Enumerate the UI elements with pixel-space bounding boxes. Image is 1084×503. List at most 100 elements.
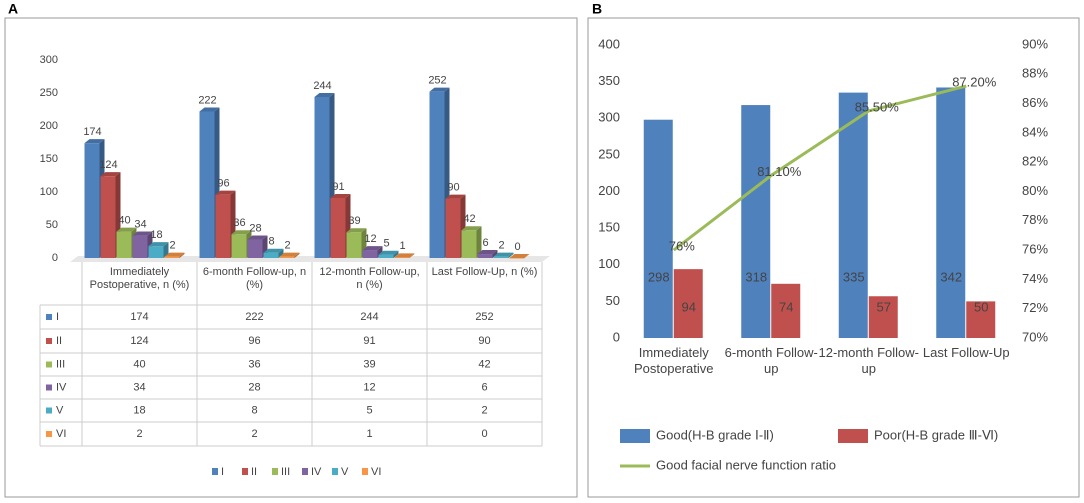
line <box>672 84 967 252</box>
data-label: 18 <box>150 229 162 241</box>
bar <box>477 250 498 258</box>
bar-top <box>100 172 121 177</box>
bar-front <box>279 256 295 258</box>
bar-top <box>148 242 169 247</box>
bar-side <box>294 252 300 258</box>
bar-top <box>164 252 185 257</box>
data-label: 244 <box>313 80 331 92</box>
bar-front <box>199 111 215 258</box>
y2-tick-label: 70% <box>1022 329 1048 344</box>
y2-tick-label: 80% <box>1022 183 1048 198</box>
legend-label: Good(H-B grade Ⅰ-Ⅱ) <box>656 427 774 442</box>
data-label: 91 <box>332 181 344 193</box>
bar <box>132 231 153 258</box>
bar-side <box>508 252 514 258</box>
bar-front <box>116 231 132 258</box>
bar-front <box>231 234 247 258</box>
column-header: 6-month Follow-up, n (%) <box>202 266 307 291</box>
y2-tick-label: 72% <box>1022 300 1048 315</box>
y-tick-label: 200 <box>598 183 620 198</box>
data-label: 1 <box>399 240 405 252</box>
bar-front <box>394 257 410 258</box>
row-label: II <box>56 335 62 347</box>
legend-swatch <box>302 468 308 475</box>
bar-front <box>164 256 180 258</box>
data-label: 2 <box>169 240 175 252</box>
table-cell: 96 <box>248 335 260 347</box>
panel-b-frame <box>587 17 1080 498</box>
table-cell: 2 <box>481 404 487 416</box>
y-tick-label: 250 <box>40 87 58 99</box>
row-label: III <box>56 358 65 370</box>
data-label: 28 <box>249 222 261 234</box>
panel-label: A <box>8 1 18 17</box>
bar <box>868 296 898 338</box>
data-label: 12 <box>364 233 376 245</box>
table-key <box>46 431 52 437</box>
bar-top <box>231 230 252 235</box>
panel-a-frame <box>4 17 578 498</box>
y-tick-label: 100 <box>40 186 58 198</box>
legend-label: II <box>251 466 257 478</box>
y-tick-label: 350 <box>598 73 620 88</box>
data-label: 2 <box>284 240 290 252</box>
bar-side <box>393 250 399 258</box>
table-key <box>46 338 52 344</box>
panel-label: B <box>592 1 602 17</box>
bar-front <box>314 96 330 259</box>
table-cell: 2 <box>251 428 257 440</box>
bar-front <box>100 176 116 258</box>
bar-top <box>279 252 300 257</box>
legend-label: Good facial nerve function ratio <box>656 457 836 472</box>
bar-side <box>492 250 498 258</box>
data-label: 6 <box>482 237 488 249</box>
y-tick-label: 0 <box>52 252 58 264</box>
y-tick-label: 150 <box>40 153 58 165</box>
table-cell: 0 <box>481 428 487 440</box>
legend-label: IV <box>311 466 322 478</box>
table-cell: 42 <box>478 358 490 370</box>
data-label: 74 <box>779 299 793 314</box>
bar-top <box>330 193 351 198</box>
bar <box>673 269 703 338</box>
y-tick-label: 250 <box>598 146 620 161</box>
bar-front <box>330 197 346 258</box>
bar <box>394 253 415 258</box>
table-key <box>46 314 52 320</box>
table-cell: 174 <box>130 311 148 323</box>
legend-swatch <box>362 468 368 475</box>
y-tick-label: 0 <box>613 329 620 344</box>
data-label: 124 <box>99 159 117 171</box>
bar-front <box>247 239 263 258</box>
bar-front <box>429 91 445 259</box>
y-tick-label: 50 <box>606 293 620 308</box>
bar-top <box>132 231 153 236</box>
y2-tick-label: 82% <box>1022 154 1048 169</box>
data-label: 252 <box>428 75 446 87</box>
y-tick-label: 300 <box>598 110 620 125</box>
table-key <box>46 407 52 414</box>
table-cell: 6 <box>481 381 487 393</box>
y-tick-label: 200 <box>40 120 58 132</box>
column-header: Last Follow-Up, n (%) <box>431 266 538 278</box>
legend-label: I <box>221 466 224 478</box>
bar-front <box>445 198 461 258</box>
bar-side <box>179 252 185 258</box>
data-label: 40 <box>118 215 130 227</box>
bar-side <box>409 253 415 258</box>
bar-top <box>116 227 137 232</box>
bar-top <box>493 252 514 257</box>
bar <box>461 226 482 258</box>
table-cell: 124 <box>130 335 148 347</box>
y2-tick-label: 84% <box>1022 124 1048 139</box>
bar-top <box>314 92 335 97</box>
bar-side <box>163 242 169 258</box>
table-cell: 18 <box>133 404 145 416</box>
bar <box>378 250 399 258</box>
data-label: 0 <box>514 241 520 253</box>
bar <box>966 301 996 338</box>
legend-swatch <box>242 468 248 475</box>
bar <box>741 105 771 338</box>
x-tick-label: 12-month Follow-up <box>818 345 919 376</box>
